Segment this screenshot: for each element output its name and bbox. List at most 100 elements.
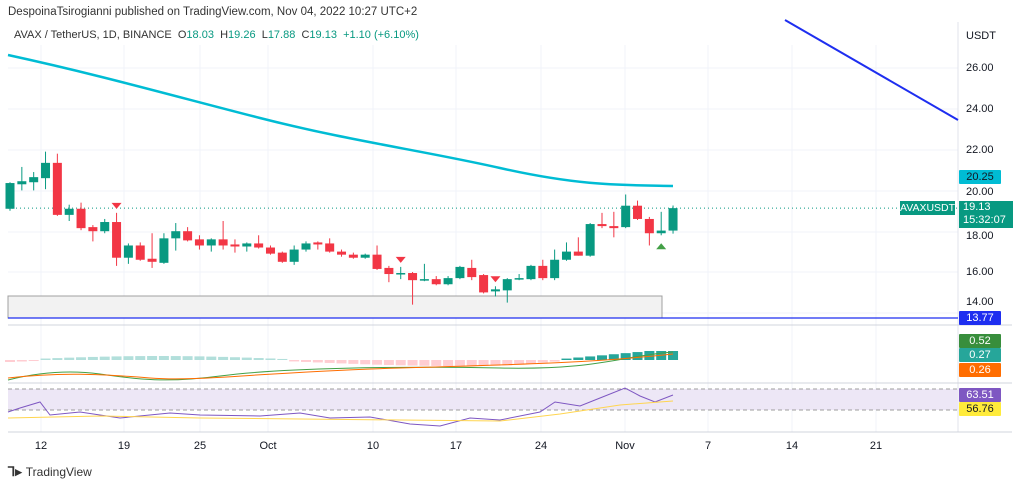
candle-body [277, 252, 287, 262]
publisher-line: DespoinaTsirogianni published on Trading… [8, 6, 418, 18]
candle-body [597, 224, 607, 227]
sell-signal-arrow [111, 202, 122, 209]
date-tick: Oct [259, 440, 277, 452]
macd-histogram-bar [573, 357, 584, 360]
date-tick: 17 [449, 440, 463, 452]
symbol-legend: AVAX / TetherUS, 1D, BINANCE O18.03 H19.… [14, 29, 419, 41]
candle-body [64, 208, 74, 215]
macd-histogram-bar [443, 360, 454, 366]
rsi-ma-tag: 56.76 [959, 402, 1001, 416]
macd-tag: 0.27 [959, 348, 1001, 362]
date-tick: 25 [193, 440, 207, 452]
tradingview-logo[interactable]: ⅂▸ TradingView [8, 464, 92, 480]
signal-line [7, 353, 674, 380]
macd-histogram-bar [324, 360, 335, 363]
close-value: 19.13 [309, 29, 337, 41]
candle-body [573, 251, 583, 256]
macd-histogram-bar [514, 360, 525, 365]
candle-body [490, 289, 500, 292]
macd-histogram-bar [419, 360, 430, 366]
macd-histogram-bar [289, 360, 300, 362]
candle-body [372, 254, 382, 269]
candle-body [467, 267, 477, 278]
candle-body [41, 162, 51, 179]
price-tick: 24.00 [966, 103, 994, 115]
candle-body [265, 247, 275, 254]
candle-body [455, 266, 465, 279]
candle-body [218, 239, 228, 246]
symbol-name[interactable]: AVAX / TetherUS, 1D, BINANCE [14, 29, 172, 41]
rsi-tag: 63.51 [959, 388, 1001, 402]
macd-histogram-bar [348, 360, 359, 364]
macd-histogram-bar [229, 357, 240, 360]
candle-body [668, 208, 678, 231]
candle-body [443, 278, 453, 285]
candle-body [538, 265, 548, 279]
candle-body [313, 242, 323, 245]
open-label: O [177, 29, 187, 41]
price-tick: 22.00 [966, 144, 994, 156]
change-value: +1.10 (+6.10%) [343, 29, 419, 41]
macd-histogram-bar [395, 360, 406, 366]
candle-body [514, 278, 524, 280]
macd-histogram-bar [28, 360, 39, 362]
candle-body [360, 254, 370, 258]
macd-histogram-bar [561, 358, 572, 360]
candle-body [621, 205, 631, 228]
macd-histogram-bar [336, 360, 347, 364]
candle-body [5, 183, 15, 209]
macd-line [7, 351, 674, 381]
macd-histogram-bar [608, 354, 619, 360]
macd-histogram-tag: 0.52 [959, 334, 1001, 348]
date-tick: 24 [534, 440, 548, 452]
macd-histogram-bar [312, 360, 323, 363]
macd-histogram-bar [525, 360, 536, 364]
candle-body [656, 230, 666, 234]
ma-value-tag: 20.25 [959, 170, 1001, 184]
brand-name: TradingView [25, 465, 92, 479]
candle-body [337, 251, 347, 255]
candle-body [526, 265, 536, 280]
candle-body [561, 251, 571, 260]
macd-histogram-bar [549, 360, 560, 362]
macd-histogram-bar [241, 357, 252, 360]
date-tick: 19 [117, 440, 131, 452]
macd-histogram-bar [206, 356, 217, 360]
macd-histogram-bar [301, 360, 311, 362]
rsi-ma-line [7, 400, 674, 422]
last-price-tag: 19.13 15:32:07 [959, 201, 1013, 228]
macd-histogram-bar [182, 356, 193, 360]
candle-body [183, 231, 193, 241]
low-label: L [261, 29, 268, 41]
macd-histogram-bar [52, 358, 63, 360]
candle-body [100, 222, 110, 232]
macd-histogram-bar [407, 360, 418, 366]
candle-body [325, 243, 335, 252]
macd-histogram-bar [360, 360, 371, 365]
date-tick: 7 [704, 440, 712, 452]
rsi-band [8, 389, 958, 410]
candle-body [147, 258, 157, 262]
date-tick: 14 [785, 440, 799, 452]
macd-histogram-bar [620, 353, 631, 360]
macd-histogram-bar [383, 360, 394, 366]
last-price: 19.13 [963, 201, 991, 213]
currency-label: USDT [966, 30, 996, 42]
candle-body [431, 279, 441, 285]
price-tick: 16.00 [966, 266, 994, 278]
candle-body [159, 238, 169, 263]
candle-body [384, 267, 394, 275]
candle-body [633, 205, 643, 219]
candle-body [135, 245, 145, 260]
moving-average-line [7, 53, 674, 188]
candle-body [348, 254, 358, 258]
macd-histogram-bar [111, 356, 122, 360]
macd-histogram-bar [16, 360, 27, 362]
macd-histogram-bar [123, 356, 134, 360]
macd-histogram-bar [194, 356, 205, 360]
macd-histogram-bar [372, 360, 383, 365]
macd-histogram-bar [668, 351, 679, 360]
buy-signal-arrow [656, 243, 667, 250]
candle-body [254, 243, 264, 248]
